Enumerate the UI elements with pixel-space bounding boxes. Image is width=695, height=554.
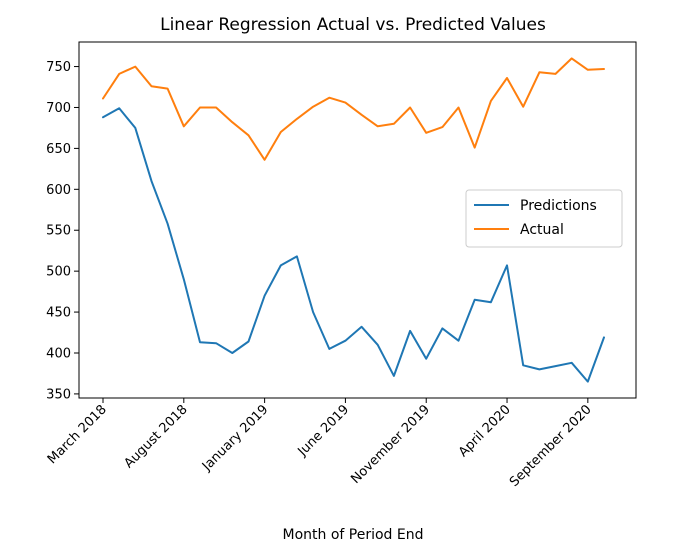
x-tick-label: June 2019	[295, 402, 353, 460]
y-tick-label: 500	[46, 265, 71, 280]
x-tick-label: April 2020	[456, 402, 514, 460]
x-tick-label: March 2018	[45, 402, 110, 467]
plot-area	[78, 41, 637, 399]
y-tick-label: 700	[46, 101, 71, 116]
chart-title: Linear Regression Actual vs. Predicted V…	[160, 15, 546, 35]
y-axis: 350 400 450 500 550 600 650 700 750	[46, 60, 79, 402]
y-tick-label: 400	[46, 346, 71, 361]
x-tick-label: November 2019	[348, 402, 433, 487]
y-tick-label: 600	[46, 183, 71, 198]
y-tick-label: 350	[46, 387, 71, 402]
series-lines	[102, 57, 605, 383]
legend: Predictions Actual	[465, 189, 623, 248]
x-axis: March 2018 August 2018 January 2019 June 20…	[45, 398, 595, 490]
legend-label-actual: Actual	[520, 222, 564, 238]
y-tick-label: 650	[46, 142, 71, 157]
x-tick-label: September 2020	[507, 402, 595, 490]
y-tick-label: 450	[46, 306, 71, 321]
y-tick-label: 750	[46, 60, 71, 75]
series-line-actual	[102, 57, 605, 161]
x-axis-title: Month of Period End	[283, 527, 424, 543]
x-tick-label: August 2018	[122, 402, 191, 471]
y-tick-label: 550	[46, 224, 71, 239]
x-tick-label: January 2019	[199, 402, 271, 474]
legend-label-predictions: Predictions	[520, 198, 597, 214]
series-line-predictions	[102, 107, 605, 383]
